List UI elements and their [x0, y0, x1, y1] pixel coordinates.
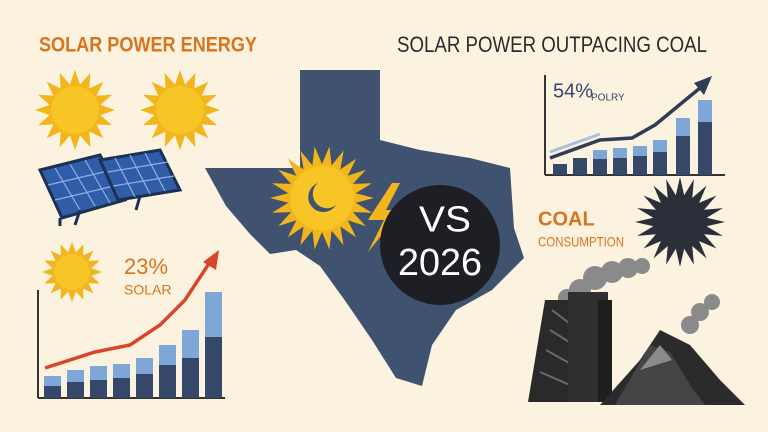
coal-subtitle: CONSUMPTION: [538, 234, 624, 250]
right-title: SOLAR POWER OUTPACING COAL: [397, 32, 707, 57]
coal-title: COAL: [538, 208, 595, 230]
solar-stat-value: 23%: [124, 254, 168, 279]
chart-label: POLRY: [591, 93, 625, 104]
suns: [35, 70, 374, 302]
lightning: [368, 183, 402, 252]
solar-growth-chart: [37, 250, 225, 399]
coal-growth-chart: [544, 75, 725, 176]
sun-core: [51, 86, 99, 134]
sun-core: [54, 254, 90, 290]
left-title: SOLAR POWER ENERGY: [39, 34, 257, 57]
sun: [270, 146, 374, 250]
solar-stat-label: SOLAR: [124, 282, 171, 298]
sun-core: [290, 166, 354, 230]
sun: [35, 70, 115, 150]
solar-panels: [37, 148, 183, 226]
sun-crescent: [308, 183, 336, 213]
sun: [140, 70, 220, 150]
center-top-text: VS: [419, 199, 471, 240]
dark-sun: [655, 197, 705, 247]
coal-mine: [500, 292, 745, 405]
center-badge: [380, 185, 500, 305]
center-bottom-text: 2026: [398, 242, 482, 284]
sun-core: [156, 86, 204, 134]
sun: [42, 242, 102, 302]
texas-map: [205, 70, 524, 386]
chart-value: 54%: [553, 80, 593, 102]
